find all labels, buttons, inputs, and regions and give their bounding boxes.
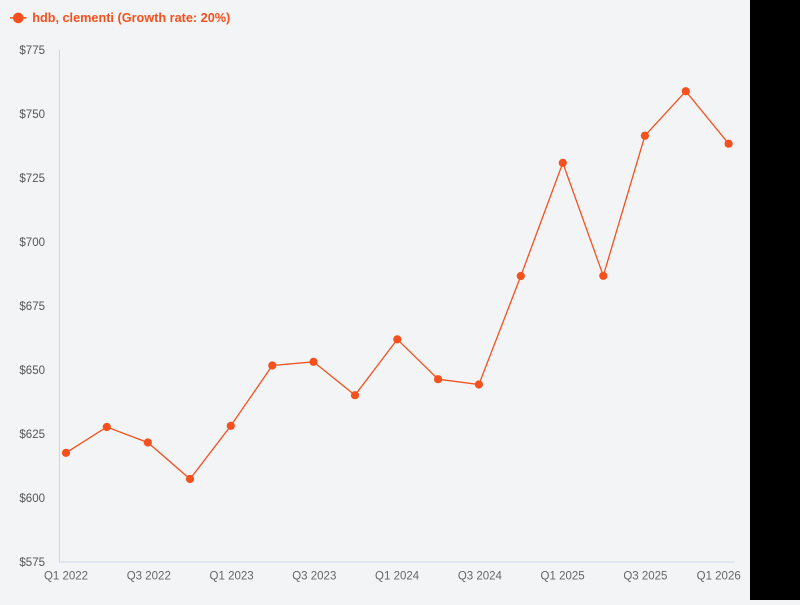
svg-text:Q1 2024: Q1 2024: [375, 571, 420, 583]
svg-text:$575: $575: [19, 557, 45, 569]
svg-text:$725: $725: [19, 173, 45, 185]
svg-text:Q3 2025: Q3 2025: [623, 571, 667, 583]
svg-text:$650: $650: [19, 365, 45, 377]
svg-text:Q3 2023: Q3 2023: [292, 571, 336, 583]
svg-text:hdb, clementi (Growth rate: 20: hdb, clementi (Growth rate: 20%): [32, 11, 230, 25]
svg-text:$750: $750: [19, 109, 45, 121]
svg-text:Q1 2023: Q1 2023: [210, 571, 254, 583]
svg-text:$625: $625: [19, 429, 45, 441]
svg-text:Q1 2022: Q1 2022: [44, 571, 88, 583]
svg-text:Q3 2024: Q3 2024: [458, 571, 503, 583]
svg-text:Q1 2025: Q1 2025: [541, 571, 585, 583]
svg-text:$600: $600: [19, 493, 45, 505]
svg-text:$675: $675: [19, 301, 45, 313]
svg-text:Q3 2022: Q3 2022: [127, 571, 171, 583]
svg-text:$775: $775: [19, 45, 45, 57]
svg-text:$700: $700: [19, 237, 45, 249]
svg-text:Q1 2026: Q1 2026: [697, 571, 741, 583]
